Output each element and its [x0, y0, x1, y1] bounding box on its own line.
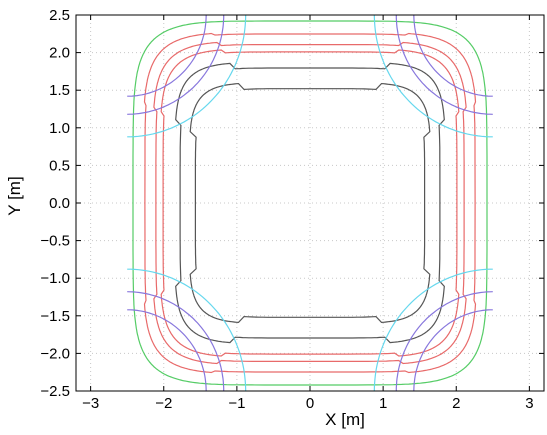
y-tick-label: −2.0: [40, 345, 70, 362]
grid-lines: [76, 14, 544, 392]
edge-arc: [413, 15, 493, 97]
edge-arc: [395, 15, 493, 115]
y-tick-label: 2.5: [49, 7, 70, 24]
x-tick-label: −3: [82, 395, 99, 412]
edge-arc: [127, 15, 247, 138]
y-tick-label: 0.5: [49, 157, 70, 174]
contour-line: [160, 49, 460, 357]
edge-arc: [127, 268, 247, 391]
edge-arc: [127, 15, 225, 115]
contour-line: [189, 82, 431, 324]
ticks: [76, 14, 544, 392]
contour-line: [175, 62, 445, 344]
edge-arc: [127, 309, 207, 391]
edge-arc: [395, 291, 493, 391]
x-tick-label: 2: [452, 395, 460, 412]
edge-arc: [413, 309, 493, 391]
x-tick-label: 3: [525, 395, 533, 412]
x-tick-label: 0: [306, 395, 314, 412]
y-tick-label: −2.5: [40, 383, 70, 400]
edge-arc: [127, 15, 207, 97]
x-tick-label: −1: [228, 395, 245, 412]
edge-arc: [373, 268, 493, 391]
y-axis-label: Y [m]: [5, 176, 24, 215]
y-tick-label: −0.5: [40, 233, 70, 250]
y-tick-label: −1.0: [40, 270, 70, 287]
contour-line: [153, 41, 467, 365]
y-tick-labels: 2.5 2.0 1.5 1.0 0.5 0.0 −0.5 −1.0 −1.5 −2.0 −2.5: [40, 7, 70, 400]
x-tick-label: 1: [379, 395, 387, 412]
contour-line: [132, 20, 488, 386]
edge-arc: [373, 15, 493, 138]
y-tick-label: −1.5: [40, 308, 70, 325]
x-axis-label: X [m]: [325, 410, 365, 429]
y-tick-label: 2.0: [49, 45, 70, 62]
x-tick-labels: −3 −2 −1 0 1 2 3: [82, 395, 533, 412]
contour-line: [143, 32, 477, 374]
contour-lines: [127, 15, 493, 391]
y-tick-label: 1.0: [49, 120, 70, 137]
edge-arc: [127, 291, 225, 391]
y-tick-label: 1.5: [49, 82, 70, 99]
y-tick-label: 0.0: [49, 195, 70, 212]
x-tick-label: −2: [155, 395, 172, 412]
